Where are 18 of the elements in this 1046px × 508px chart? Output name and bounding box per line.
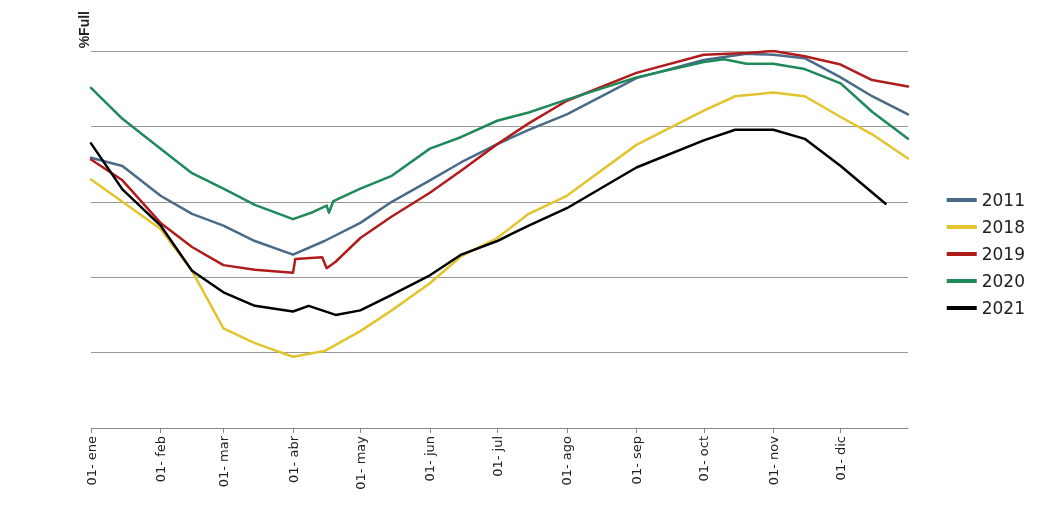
x-tick-label: 01- ene xyxy=(83,436,99,486)
x-tick-label: 01- ago xyxy=(559,435,575,486)
x-tick-label: 01- oct xyxy=(696,436,712,482)
legend-label: 2011 xyxy=(981,190,1025,210)
x-tick-label: 01- feb xyxy=(153,436,169,483)
x-tick-label: 01- mar xyxy=(215,435,231,488)
x-tick-label: 01- may xyxy=(352,435,368,490)
legend-label: 2018 xyxy=(981,217,1025,237)
x-tick-label: 01- sep xyxy=(628,436,644,485)
y-axis-title: %Full xyxy=(76,11,92,49)
legend-label: 2019 xyxy=(981,244,1025,264)
legend-label: 2020 xyxy=(981,271,1025,291)
x-tick-label: 01- abr xyxy=(285,435,301,483)
x-tick-label: 01- jul xyxy=(489,436,505,477)
x-tick-label: 01- dic xyxy=(833,436,849,481)
legend-label: 2021 xyxy=(981,298,1025,318)
x-tick-label: 01- jun xyxy=(422,436,438,482)
x-tick-label: 01- nov xyxy=(765,435,781,486)
